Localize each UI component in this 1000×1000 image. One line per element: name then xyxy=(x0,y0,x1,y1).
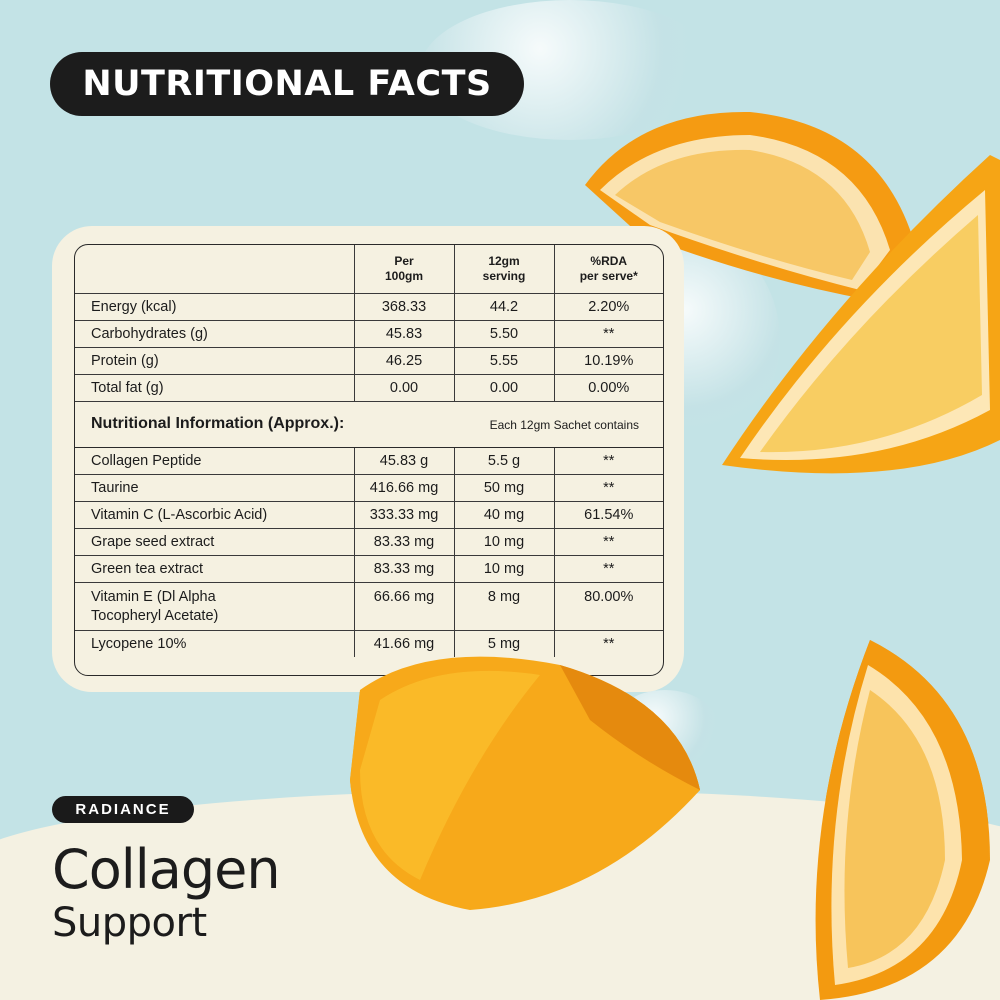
row-per100: 45.83 g xyxy=(353,447,455,475)
row-label-line: Tocopheryl Acetate) xyxy=(91,608,219,624)
orange-slice-icon xyxy=(585,111,915,300)
row-per100: 83.33 mg xyxy=(353,528,455,556)
header-line: %RDA xyxy=(590,254,628,268)
row-rda: 2.20% xyxy=(553,293,663,321)
section-header-row: Nutritional Information (Approx.): Each … xyxy=(75,401,663,448)
row-per100: 333.33 mg xyxy=(353,501,455,529)
row-rda: 80.00% xyxy=(553,582,663,631)
product-badge: RADIANCE xyxy=(52,796,194,823)
header-line: Per xyxy=(394,254,414,268)
row-per100: 66.66 mg xyxy=(353,582,455,631)
nutrition-table: Per 100gm 12gm serving %RDA per serve* E… xyxy=(74,244,664,676)
header-line: serving xyxy=(482,269,526,283)
table-row: Protein (g) 46.25 5.55 10.19% xyxy=(75,347,663,375)
row-serving: 5.5 g xyxy=(453,447,555,475)
row-serving: 5 mg xyxy=(453,630,555,657)
section-header: Nutritional Information (Approx.): Each … xyxy=(75,401,663,448)
product-name: Collagen xyxy=(52,838,281,901)
row-per100: 83.33 mg xyxy=(353,555,455,583)
section-title: Nutritional Information (Approx.): xyxy=(91,414,345,432)
row-serving: 0.00 xyxy=(453,374,555,402)
page-title: NUTRITIONAL FACTS xyxy=(50,52,524,116)
header-line: per serve* xyxy=(579,269,638,283)
table-row: Lycopene 10% 41.66 mg 5 mg ** xyxy=(75,630,663,657)
row-per100: 368.33 xyxy=(353,293,455,321)
row-rda: ** xyxy=(553,630,663,657)
table-row: Green tea extract 83.33 mg 10 mg ** xyxy=(75,555,663,583)
table-header-row: Per 100gm 12gm serving %RDA per serve* xyxy=(75,245,663,294)
product-subtitle: Support xyxy=(52,900,207,946)
row-label: Vitamin E (Dl Alpha Tocopheryl Acetate) xyxy=(75,582,355,631)
row-per100: 45.83 xyxy=(353,320,455,348)
section-note: Each 12gm Sachet contains xyxy=(489,417,639,432)
row-label: Vitamin C (L-Ascorbic Acid) xyxy=(75,501,355,529)
header-line: 12gm xyxy=(488,254,520,268)
row-label-line: Vitamin E (Dl Alpha xyxy=(91,589,216,605)
row-label: Grape seed extract xyxy=(75,528,355,556)
orange-slice-icon xyxy=(815,640,990,1000)
row-label: Taurine xyxy=(75,474,355,502)
orange-slice-icon xyxy=(722,155,1000,474)
table-row: Taurine 416.66 mg 50 mg ** xyxy=(75,474,663,502)
row-rda: ** xyxy=(553,320,663,348)
orange-slice-icon xyxy=(350,656,700,910)
table-header-rda: %RDA per serve* xyxy=(553,245,663,294)
header-line: 100gm xyxy=(384,269,424,283)
row-serving: 10 mg xyxy=(453,555,555,583)
table-header-label xyxy=(75,245,355,294)
table-row: Vitamin E (Dl Alpha Tocopheryl Acetate) … xyxy=(75,582,663,631)
table-row: Energy (kcal) 368.33 44.2 2.20% xyxy=(75,293,663,321)
row-label: Lycopene 10% xyxy=(75,630,355,657)
row-serving: 44.2 xyxy=(453,293,555,321)
table-header-per100: Per 100gm xyxy=(353,245,455,294)
row-label: Green tea extract xyxy=(75,555,355,583)
row-serving: 40 mg xyxy=(453,501,555,529)
row-rda: 0.00% xyxy=(553,374,663,402)
